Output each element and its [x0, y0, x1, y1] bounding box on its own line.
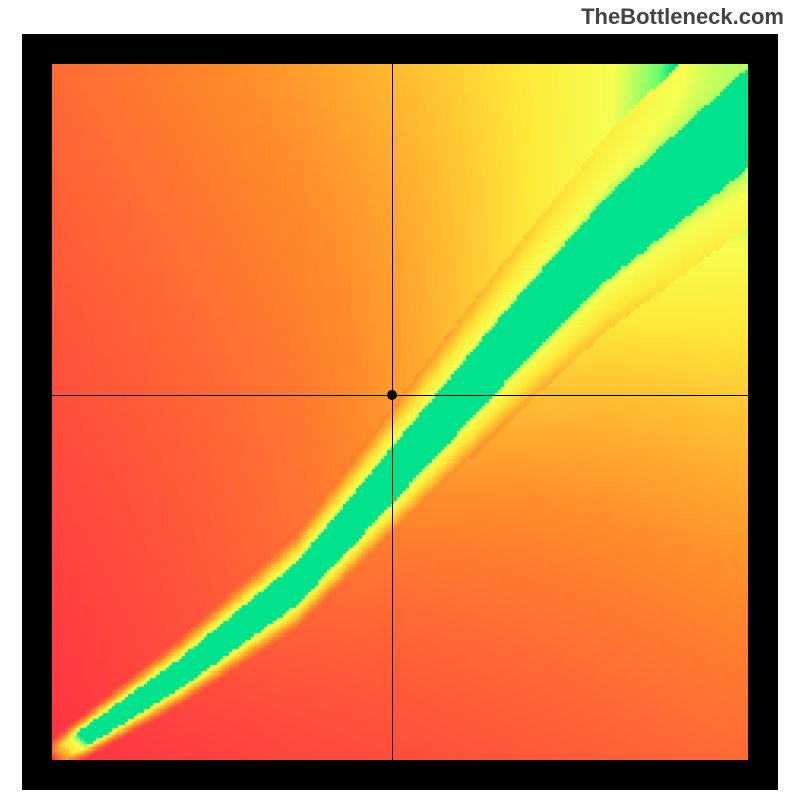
plot-frame	[22, 34, 778, 790]
attribution-text: TheBottleneck.com	[581, 4, 784, 30]
heatmap-canvas	[52, 64, 748, 760]
marker-dot	[387, 390, 397, 400]
chart-container: TheBottleneck.com	[0, 0, 800, 800]
crosshair-horizontal	[52, 395, 748, 396]
crosshair-vertical	[392, 64, 393, 760]
plot-area	[52, 64, 748, 760]
